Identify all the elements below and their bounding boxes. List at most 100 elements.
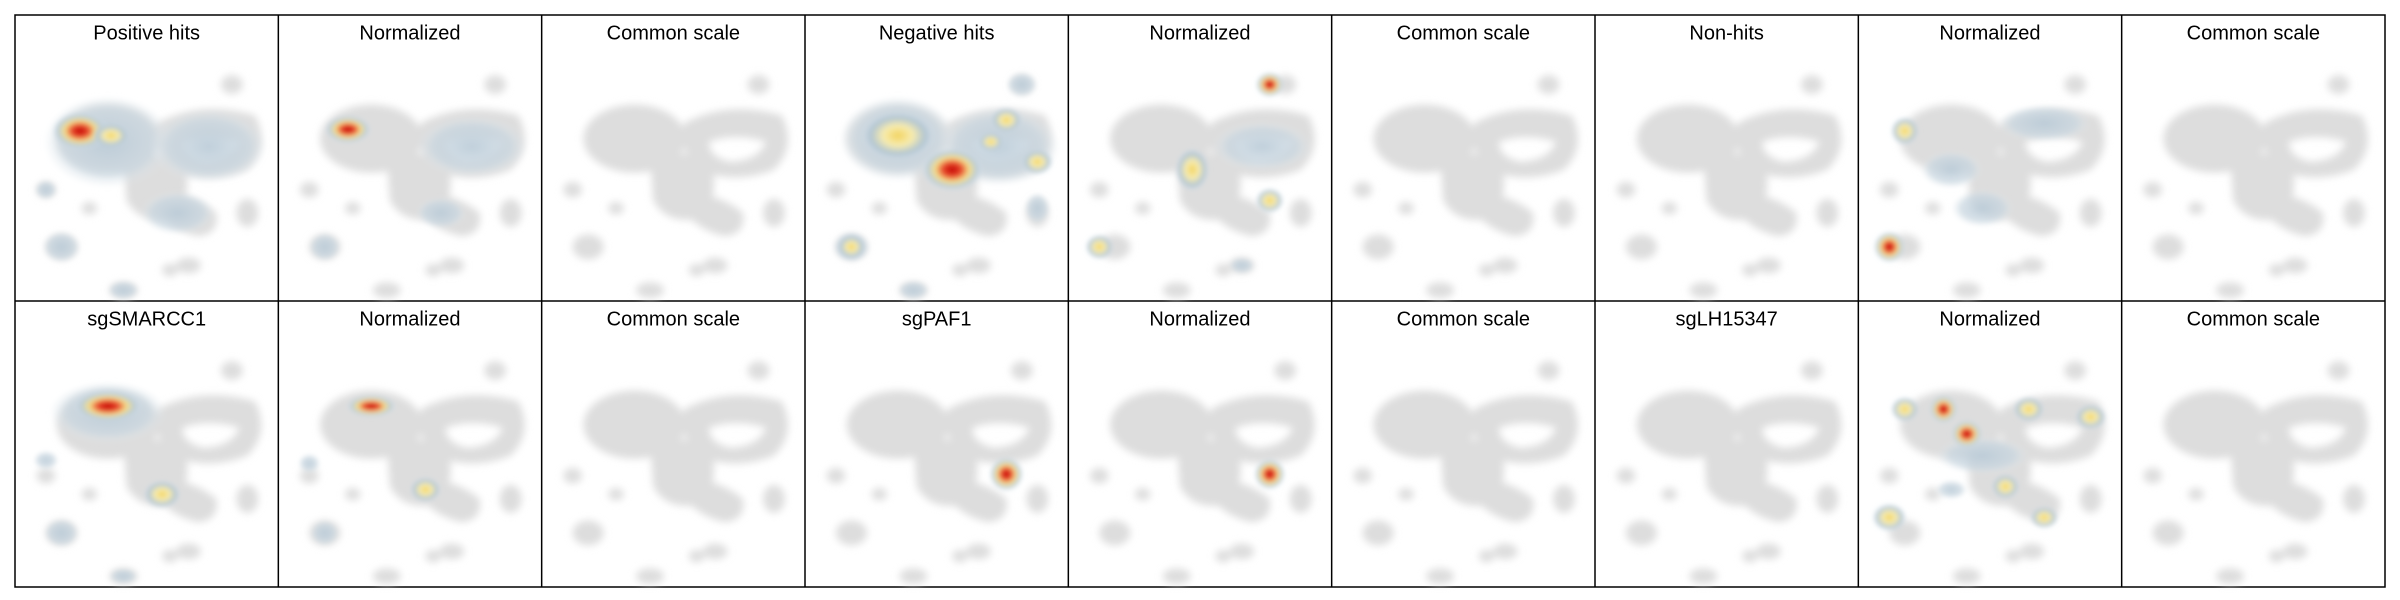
panel: Common scale xyxy=(1353,308,1578,584)
density-hotspot xyxy=(92,123,130,148)
density-hotspot xyxy=(416,197,466,229)
panel: Positive hits xyxy=(35,22,268,300)
density-hotspot xyxy=(73,390,143,422)
density-hotspot xyxy=(1920,151,1983,189)
density-map xyxy=(1353,75,1578,298)
density-hotspot xyxy=(1997,104,2091,142)
density-hotspot xyxy=(143,480,181,509)
density-hotspot xyxy=(44,518,79,547)
panel-title: Common scale xyxy=(607,308,740,330)
density-map xyxy=(298,361,524,584)
density-hotspot xyxy=(837,234,866,260)
panel-title: Common scale xyxy=(1397,308,1530,330)
panel-title: Common scale xyxy=(2187,22,2320,44)
embedding-background xyxy=(2143,361,2368,584)
density-hotspot xyxy=(35,180,57,199)
density-hotspot xyxy=(1021,149,1053,175)
embedding-background xyxy=(563,75,788,298)
density-map xyxy=(1353,361,1578,584)
panel: Normalized xyxy=(1085,22,1314,298)
density-hotspot xyxy=(149,109,268,184)
panel: Normalized xyxy=(298,308,524,584)
panel-title: Common scale xyxy=(607,22,740,44)
density-hotspot xyxy=(410,477,441,502)
density-hotspot xyxy=(897,280,929,300)
density-hotspot xyxy=(978,132,1004,152)
density-map xyxy=(2143,361,2368,584)
density-hotspot xyxy=(1935,437,2029,475)
density-hotspot xyxy=(990,107,1022,133)
embedding-background xyxy=(1353,75,1578,298)
density-hotspot xyxy=(1935,480,1967,499)
density-hotspot xyxy=(2075,404,2107,430)
panel: sgLH15347 xyxy=(1617,308,1842,584)
panel: Common scale xyxy=(563,22,788,298)
density-map xyxy=(563,361,788,584)
density-hotspot xyxy=(1991,474,2020,499)
density-hotspot xyxy=(416,115,528,178)
panel-title: Normalized xyxy=(359,308,460,330)
density-hotspot xyxy=(1890,117,1919,145)
density-hotspot xyxy=(309,232,341,261)
panel: Common scale xyxy=(563,308,788,584)
embedding-background xyxy=(2143,75,2368,298)
panel: sgSMARCC1 xyxy=(33,308,262,584)
panel: Common scale xyxy=(1353,22,1578,298)
panel-title: sgPAF1 xyxy=(902,308,972,330)
panel: Non-hits xyxy=(1617,22,1842,298)
panel-title: Normalized xyxy=(1939,22,2040,44)
density-hotspot xyxy=(1255,188,1284,213)
density-hotspot xyxy=(989,457,1024,492)
embedding-background xyxy=(563,361,788,584)
panel-title: Common scale xyxy=(1397,22,1530,44)
embedding-background xyxy=(300,75,525,298)
panel-title: Positive hits xyxy=(93,22,200,44)
panel: Normalized xyxy=(1873,22,2105,298)
panel: Negative hits xyxy=(827,22,1061,300)
density-hotspot xyxy=(1254,458,1286,490)
density-map xyxy=(563,75,788,298)
panel-title: Non-hits xyxy=(1689,22,1763,44)
density-hotspot xyxy=(1873,231,1905,263)
density-hotspot xyxy=(346,395,397,417)
density-hotspot xyxy=(1212,121,1312,172)
density-hotspot xyxy=(921,147,984,192)
density-hotspot xyxy=(107,280,139,300)
embedding-background xyxy=(1617,361,1842,584)
panel-title: Normalized xyxy=(1149,308,1250,330)
density-hotspot xyxy=(33,450,59,470)
density-hotspot xyxy=(1024,192,1050,224)
density-hotspot xyxy=(1229,257,1255,274)
density-map xyxy=(827,361,1052,584)
density-map xyxy=(1872,361,2107,584)
panel: Common scale xyxy=(2143,308,2368,584)
panel: Normalized xyxy=(1872,308,2107,584)
panel: Normalized xyxy=(300,22,528,298)
density-map xyxy=(33,361,262,584)
density-map xyxy=(1085,72,1314,298)
density-map xyxy=(300,75,528,298)
panel-title: Normalized xyxy=(359,22,460,44)
density-hotspot xyxy=(860,110,936,161)
density-hotspot xyxy=(1951,420,1983,448)
density-hotspot xyxy=(2013,396,2045,422)
density-hotspot xyxy=(1085,234,1114,260)
density-map xyxy=(1873,75,2105,298)
panel: Normalized xyxy=(1090,308,1315,584)
panel-title: sgSMARCC1 xyxy=(87,308,206,330)
density-hotspot xyxy=(1175,147,1210,192)
density-hotspot xyxy=(42,231,81,263)
density-map xyxy=(1617,361,1842,584)
density-hotspot xyxy=(140,191,215,235)
density-hotspot xyxy=(1006,72,1038,97)
density-hotspot xyxy=(1255,72,1284,97)
panel: sgPAF1 xyxy=(827,308,1052,584)
panel-title: Normalized xyxy=(1149,22,1250,44)
embedding-background xyxy=(1353,361,1578,584)
density-hotspot xyxy=(1872,503,1907,532)
density-map xyxy=(35,75,268,300)
density-hotspot xyxy=(1890,396,1919,422)
embedding-background xyxy=(300,361,525,584)
density-hotspot xyxy=(109,568,138,584)
